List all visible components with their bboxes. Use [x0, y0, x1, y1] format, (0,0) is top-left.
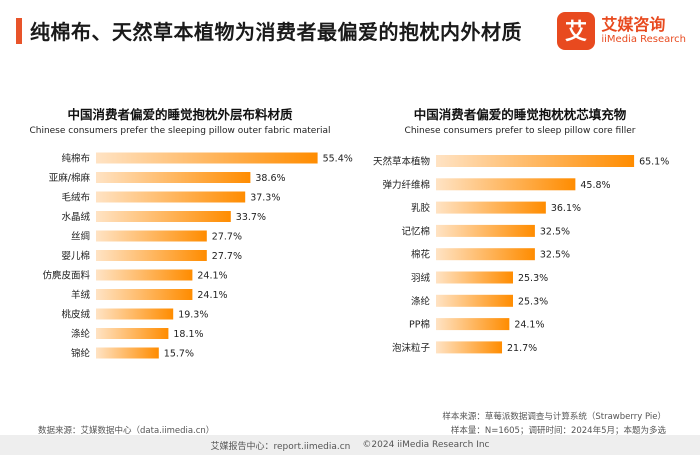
category-label: 婴儿棉 — [61, 250, 90, 262]
value-label: 19.3% — [178, 310, 208, 321]
value-label: 25.3% — [518, 296, 548, 307]
category-label: 水晶绒 — [61, 211, 90, 223]
footer-report-link[interactable]: 艾媒报告中心：report.iimedia.cn — [210, 441, 351, 452]
logo-name-cn: 艾媒咨询 — [601, 15, 666, 34]
brand-logo: 艾 艾媒咨询 iiMedia Research — [557, 12, 686, 50]
bar — [96, 347, 159, 359]
bar — [436, 294, 513, 307]
bar — [96, 152, 318, 164]
bar — [436, 271, 513, 284]
category-label: 仿麂皮面料 — [42, 270, 90, 282]
value-label: 24.1% — [197, 290, 227, 301]
bar — [436, 248, 535, 261]
value-label: 37.3% — [250, 193, 280, 204]
left-chart-title: 中国消费者偏爱的睡觉抱枕外层布料材质 — [67, 107, 293, 122]
category-label: 乳胶 — [411, 202, 431, 214]
category-label: 羽绒 — [411, 272, 431, 284]
footer-bar: 艾媒报告中心：report.iimedia.cn ©2024 iiMedia R… — [0, 435, 700, 455]
bar — [96, 230, 207, 242]
category-label: 锦纶 — [71, 348, 91, 360]
value-label: 27.7% — [212, 251, 242, 262]
bar — [96, 211, 231, 222]
category-label: 天然草本植物 — [373, 156, 431, 168]
logo-mark-icon: 艾 — [565, 20, 587, 45]
sample-size-note: 样本量：N=1605；调研时间：2024年5月；本题为多选 — [450, 426, 666, 436]
page-title: 纯棉布、天然草本植物为消费者最偏爱的抱枕内外材质 — [30, 20, 522, 44]
value-label: 21.7% — [507, 343, 537, 354]
category-label: 桃皮绒 — [61, 309, 90, 321]
value-label: 38.6% — [255, 173, 285, 184]
value-label: 32.5% — [540, 250, 570, 261]
right-chart-subtitle: Chinese consumers prefer to sleep pillow… — [404, 126, 636, 136]
right-chart-title: 中国消费者偏爱的睡觉抱枕枕芯填充物 — [413, 107, 627, 122]
bar — [96, 191, 246, 203]
value-label: 15.7% — [164, 349, 194, 360]
svg-text:艾: 艾 — [565, 20, 587, 45]
category-label: 毛绒布 — [61, 192, 90, 204]
value-label: 27.7% — [212, 232, 242, 243]
category-label: 记忆棉 — [401, 225, 430, 237]
value-label: 18.1% — [173, 329, 203, 340]
category-label: 丝绸 — [71, 231, 90, 243]
value-label: 65.1% — [639, 157, 669, 168]
value-label: 45.8% — [580, 180, 610, 191]
bar — [96, 250, 207, 261]
category-label: 弹力纤维棉 — [382, 179, 430, 191]
left-chart-subtitle: Chinese consumers prefer the sleeping pi… — [29, 126, 331, 136]
sample-source-note: 样本来源：草莓派数据调查与计算系统（Strawberry Pie） — [442, 412, 666, 422]
value-label: 24.1% — [514, 320, 544, 331]
title-accent-bar — [16, 18, 22, 44]
logo-mark: 艾 — [557, 12, 596, 50]
value-label: 55.4% — [323, 154, 353, 165]
value-label: 32.5% — [540, 226, 570, 237]
bar — [436, 318, 510, 331]
value-label: 24.1% — [197, 271, 227, 282]
bar — [436, 178, 576, 191]
logo-name-en: iiMedia Research — [601, 34, 686, 45]
bar — [436, 224, 535, 237]
bar — [436, 341, 503, 354]
bar — [96, 328, 169, 339]
bar — [96, 172, 251, 183]
bar — [96, 269, 193, 281]
category-label: PP棉 — [409, 319, 430, 331]
footer-copyright: ©2024 iiMedia Research Inc — [362, 440, 490, 450]
category-label: 纯棉布 — [61, 153, 90, 165]
source-note-left: 数据来源：艾媒数据中心（data.iimedia.cn） — [38, 426, 215, 436]
category-label: 泡沫粒子 — [392, 342, 431, 354]
value-label: 33.7% — [236, 212, 266, 223]
bar — [436, 155, 635, 167]
category-label: 涤纶 — [411, 295, 431, 307]
category-label: 羊绒 — [71, 289, 91, 301]
category-label: 棉花 — [411, 249, 431, 261]
bar — [96, 308, 174, 320]
bar — [436, 201, 546, 214]
value-label: 25.3% — [518, 273, 548, 284]
bar — [96, 289, 193, 300]
value-label: 36.1% — [551, 203, 581, 214]
category-label: 涤纶 — [71, 328, 91, 340]
category-label: 亚麻/棉麻 — [49, 172, 91, 184]
